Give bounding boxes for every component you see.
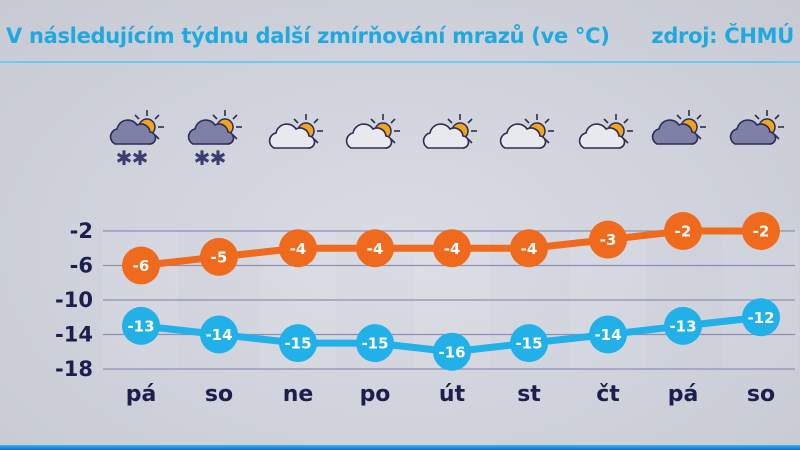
svg-text:-5: -5	[211, 248, 228, 266]
x-axis: pá so ne po út st čt pá so	[126, 382, 775, 407]
header-divider	[0, 61, 800, 63]
svg-text:✱: ✱	[132, 146, 149, 170]
partly-cloudy-icon	[499, 114, 554, 149]
svg-text:-4: -4	[290, 240, 307, 258]
y-tick-label: -2	[70, 219, 93, 243]
data-point-min: -14	[200, 315, 238, 354]
data-point-max: -3	[589, 220, 627, 259]
data-point-max: -4	[356, 229, 394, 268]
x-tick-label: ne	[283, 382, 314, 407]
data-point-min: -15	[279, 324, 317, 363]
cloudy-sun-icon	[651, 110, 706, 145]
data-point-max: -2	[664, 212, 702, 250]
svg-text:-14: -14	[205, 326, 232, 344]
data-point-min: -15	[510, 324, 548, 363]
svg-text:-6: -6	[133, 257, 150, 275]
data-point-max: -6	[122, 246, 160, 285]
data-point-min: -14	[589, 315, 627, 354]
svg-text:-13: -13	[127, 317, 154, 335]
cloud-sun-snow-icon: ✱ ✱	[109, 110, 164, 170]
x-tick-label: st	[517, 382, 541, 407]
x-tick-label: so	[747, 382, 775, 407]
y-tick-label: -18	[55, 357, 93, 381]
svg-text:-4: -4	[444, 240, 461, 258]
data-point-min: -15	[356, 324, 394, 363]
svg-text:-15: -15	[515, 335, 542, 353]
series-layer: -6 -5 -4 -4 -4 -4 -3 -2 -2 -13 -14 -15 -15 -16 -15 -14 -…	[122, 212, 780, 371]
svg-text:-15: -15	[284, 335, 311, 353]
svg-text:-15: -15	[361, 335, 388, 353]
svg-text:-2: -2	[675, 223, 692, 241]
svg-text:-4: -4	[521, 240, 538, 258]
cloudy-sun-icon	[729, 110, 784, 145]
x-tick-label: so	[205, 382, 233, 407]
partly-cloudy-icon	[345, 114, 400, 149]
data-point-max: -4	[279, 229, 317, 268]
svg-text:-13: -13	[669, 317, 696, 335]
data-point-max: -5	[200, 237, 238, 276]
y-tick-label: -10	[55, 288, 93, 312]
data-point-min: -12	[742, 298, 780, 337]
x-tick-label: pá	[126, 382, 157, 407]
x-tick-label: út	[439, 382, 466, 407]
y-axis: -2 -6 -10 -14 -18	[55, 219, 93, 381]
cloud-sun-snow-icon: ✱ ✱	[187, 110, 242, 170]
x-tick-label: čt	[596, 382, 620, 407]
data-point-min: -13	[664, 306, 702, 345]
weather-icons-row: ✱ ✱ ✱ ✱	[109, 110, 784, 170]
data-point-min: -13	[122, 306, 160, 345]
svg-text:✱: ✱	[210, 146, 227, 170]
partly-cloudy-icon	[578, 114, 633, 149]
svg-text:-16: -16	[438, 343, 465, 361]
x-tick-label: pá	[668, 382, 699, 407]
svg-text:-2: -2	[753, 223, 770, 241]
svg-text:-12: -12	[747, 309, 774, 327]
svg-text:-14: -14	[594, 326, 621, 344]
source-label: zdroj: ČHMÚ	[651, 24, 794, 48]
svg-text:-4: -4	[367, 240, 384, 258]
data-point-max: -4	[510, 229, 548, 268]
y-tick-label: -6	[70, 254, 93, 278]
svg-text:✱: ✱	[194, 146, 211, 170]
partly-cloudy-icon	[268, 114, 323, 149]
data-point-max: -4	[433, 229, 471, 268]
chart-title: V následujícím týdnu další zmírňování mr…	[6, 24, 610, 48]
x-tick-label: po	[360, 382, 391, 407]
bottom-bar	[0, 445, 800, 450]
data-point-min: -16	[433, 332, 471, 371]
svg-text:-3: -3	[600, 231, 617, 249]
data-point-max: -2	[742, 212, 780, 250]
svg-text:✱: ✱	[116, 146, 133, 170]
partly-cloudy-icon	[422, 114, 477, 149]
y-tick-label: -14	[55, 323, 93, 347]
